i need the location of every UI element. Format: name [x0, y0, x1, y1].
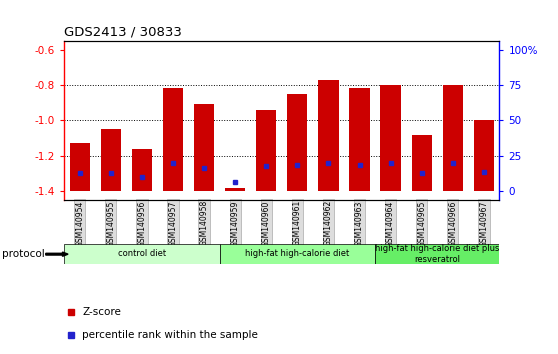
Bar — [225, 188, 246, 191]
Text: GSM140958: GSM140958 — [200, 200, 209, 246]
Text: Z-score: Z-score — [83, 307, 121, 318]
Text: GSM140957: GSM140957 — [169, 200, 177, 247]
Bar — [474, 120, 494, 191]
Bar — [194, 104, 214, 191]
Text: GSM140965: GSM140965 — [417, 200, 426, 247]
Bar — [64, 244, 220, 264]
Text: protocol: protocol — [2, 249, 45, 259]
Bar — [256, 110, 276, 191]
Bar — [132, 149, 152, 191]
Text: GSM140960: GSM140960 — [262, 200, 271, 247]
Text: GSM140955: GSM140955 — [107, 200, 116, 247]
Text: high-fat high-calorie diet plus
resveratrol: high-fat high-calorie diet plus resverat… — [375, 244, 499, 264]
Text: GSM140962: GSM140962 — [324, 200, 333, 246]
Bar — [381, 85, 401, 191]
Bar — [100, 129, 121, 191]
Bar — [375, 244, 499, 264]
Bar — [349, 88, 369, 191]
Bar — [163, 88, 183, 191]
Bar — [220, 244, 375, 264]
Text: GSM140964: GSM140964 — [386, 200, 395, 247]
Bar — [412, 135, 432, 191]
Bar — [318, 80, 339, 191]
Text: GSM140967: GSM140967 — [479, 200, 488, 247]
Text: GSM140959: GSM140959 — [230, 200, 239, 247]
Text: percentile rank within the sample: percentile rank within the sample — [83, 330, 258, 340]
Text: GSM140956: GSM140956 — [137, 200, 146, 247]
Text: high-fat high-calorie diet: high-fat high-calorie diet — [245, 250, 349, 258]
Text: control diet: control diet — [118, 250, 166, 258]
Text: GSM140963: GSM140963 — [355, 200, 364, 247]
Text: GSM140954: GSM140954 — [75, 200, 84, 247]
Bar — [442, 85, 463, 191]
Text: GSM140966: GSM140966 — [448, 200, 457, 247]
Text: GDS2413 / 30833: GDS2413 / 30833 — [64, 25, 182, 38]
Text: GSM140961: GSM140961 — [293, 200, 302, 246]
Bar — [70, 143, 90, 191]
Bar — [287, 94, 307, 191]
